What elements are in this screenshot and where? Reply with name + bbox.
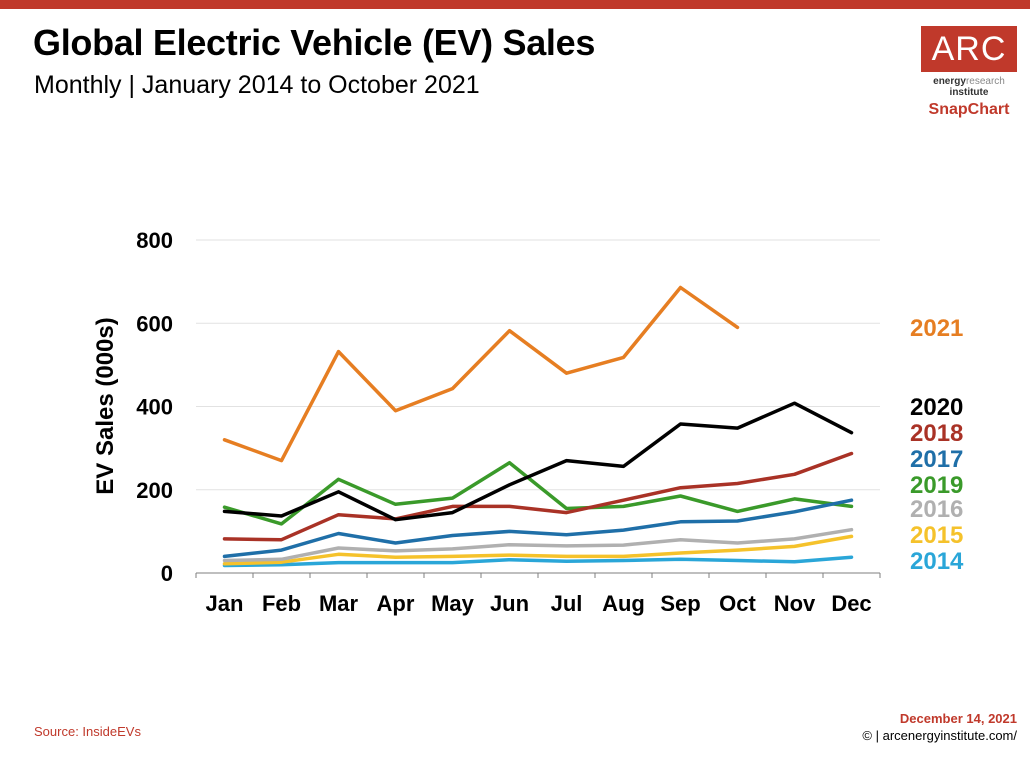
chart-title: Global Electric Vehicle (EV) Sales: [33, 22, 596, 63]
copyright-note: © | arcenergyinstitute.com/: [862, 728, 1017, 743]
x-tick-label-mar: Mar: [319, 591, 359, 616]
top-accent-bar: [0, 0, 1030, 9]
publish-date: December 14, 2021: [899, 711, 1017, 726]
arc-logo-line1: energyresearch: [919, 76, 1019, 87]
arc-logo: ARC energyresearch institute SnapChart: [919, 26, 1019, 130]
x-tick-label-nov: Nov: [774, 591, 816, 616]
x-tick-label-dec: Dec: [831, 591, 871, 616]
y-axis-title: EV Sales (000s): [92, 317, 119, 494]
series-line-2016: [222, 527, 854, 563]
series-line-2017: [222, 498, 854, 559]
x-tick-label-jan: Jan: [206, 591, 244, 616]
legend-label-2016: 2016: [910, 496, 963, 523]
series-line-2018: [222, 451, 854, 542]
source-note: Source: InsideEVs: [34, 724, 141, 739]
y-tick-label-200: 200: [136, 478, 173, 503]
legend-label-2018: 2018: [910, 420, 963, 447]
x-tick-label-apr: Apr: [377, 591, 415, 616]
series-line-2014: [222, 555, 854, 568]
x-tick-label-aug: Aug: [602, 591, 645, 616]
y-tick-label-800: 800: [136, 228, 173, 253]
arc-logo-line1-bold: energy: [933, 76, 966, 87]
y-tick-label-0: 0: [161, 561, 173, 586]
x-tick-label-feb: Feb: [262, 591, 301, 616]
series-line-2015: [222, 534, 854, 566]
series-line-2019: [222, 460, 854, 526]
legend-label-2020: 2020: [910, 394, 963, 421]
x-tick-label-jun: Jun: [490, 591, 529, 616]
chart-subtitle: Monthly | January 2014 to October 2021: [34, 71, 480, 99]
x-tick-label-may: May: [431, 591, 475, 616]
y-tick-label-600: 600: [136, 311, 173, 336]
arc-logo-line2: institute: [949, 87, 989, 98]
legend-label-2017: 2017: [910, 446, 963, 473]
x-tick-label-oct: Oct: [719, 591, 756, 616]
arc-logo-snapchart: SnapChart: [928, 101, 1010, 118]
x-tick-label-jul: Jul: [551, 591, 583, 616]
series-line-2020: [222, 401, 854, 522]
legend-label-2015: 2015: [910, 522, 963, 549]
legend-label-2021: 2021: [910, 315, 963, 342]
y-tick-label-400: 400: [136, 395, 173, 420]
legend-label-2014: 2014: [910, 548, 964, 575]
arc-logo-line1-light: research: [965, 76, 1005, 87]
arc-logo-mark: ARC: [921, 26, 1017, 72]
series-line-2021: [222, 285, 740, 463]
legend-label-2019: 2019: [910, 472, 963, 499]
x-tick-label-sep: Sep: [660, 591, 700, 616]
